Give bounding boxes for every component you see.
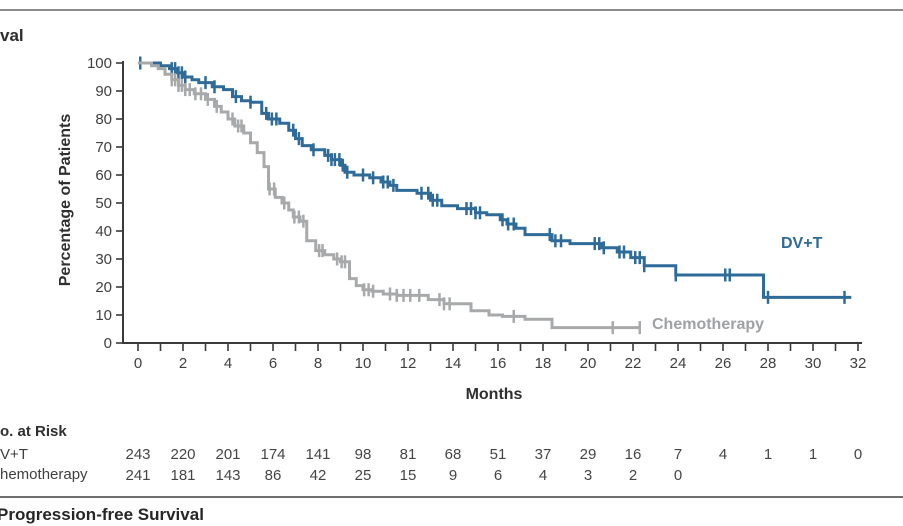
- svg-text:51: 51: [490, 446, 507, 463]
- svg-text:50: 50: [95, 195, 112, 212]
- risk-row-label-dvt: V+T: [0, 446, 28, 463]
- svg-text:14: 14: [445, 355, 462, 372]
- svg-text:25: 25: [355, 467, 372, 484]
- svg-text:20: 20: [95, 279, 112, 296]
- svg-text:16: 16: [490, 355, 507, 372]
- x-axis-label: Months: [465, 386, 523, 403]
- svg-text:3: 3: [584, 467, 592, 484]
- svg-text:4: 4: [719, 446, 727, 463]
- svg-text:143: 143: [215, 467, 240, 484]
- svg-text:24: 24: [670, 355, 687, 372]
- svg-text:37: 37: [535, 446, 552, 463]
- svg-text:174: 174: [260, 446, 285, 463]
- svg-text:68: 68: [445, 446, 462, 463]
- svg-text:30: 30: [95, 251, 112, 268]
- svg-text:1: 1: [764, 446, 772, 463]
- next-section-title-fragment: Progression-free Survival: [0, 505, 204, 524]
- svg-text:6: 6: [269, 355, 277, 372]
- series-label-dvt: DV+T: [781, 235, 823, 252]
- series-label-chemotherapy: Chemotherapy: [652, 316, 765, 333]
- svg-text:42: 42: [310, 467, 327, 484]
- svg-text:6: 6: [494, 467, 502, 484]
- svg-text:220: 220: [170, 446, 195, 463]
- svg-text:201: 201: [215, 446, 240, 463]
- svg-text:0: 0: [854, 446, 862, 463]
- svg-text:15: 15: [400, 467, 417, 484]
- svg-text:98: 98: [355, 446, 372, 463]
- risk-row-label-chemotherapy: hemotherapy: [0, 466, 88, 483]
- svg-text:1: 1: [809, 446, 817, 463]
- svg-text:181: 181: [170, 467, 195, 484]
- svg-text:70: 70: [95, 139, 112, 156]
- svg-text:40: 40: [95, 223, 112, 240]
- svg-text:2: 2: [629, 467, 637, 484]
- svg-text:30: 30: [805, 355, 822, 372]
- svg-text:80: 80: [95, 111, 112, 128]
- svg-text:0: 0: [674, 467, 682, 484]
- svg-text:12: 12: [400, 355, 417, 372]
- svg-text:16: 16: [625, 446, 642, 463]
- svg-text:100: 100: [87, 55, 112, 72]
- y-axis-label: Percentage of Patients: [57, 113, 74, 287]
- svg-text:7: 7: [674, 446, 682, 463]
- bottom-divider-rule: [0, 496, 903, 498]
- svg-text:22: 22: [625, 355, 642, 372]
- svg-text:60: 60: [95, 167, 112, 184]
- svg-text:18: 18: [535, 355, 552, 372]
- svg-text:141: 141: [305, 446, 330, 463]
- svg-text:20: 20: [580, 355, 597, 372]
- svg-text:241: 241: [125, 467, 150, 484]
- svg-text:8: 8: [314, 355, 322, 372]
- svg-text:26: 26: [715, 355, 732, 372]
- svg-text:2: 2: [179, 355, 187, 372]
- svg-text:32: 32: [850, 355, 867, 372]
- svg-text:4: 4: [539, 467, 547, 484]
- svg-text:10: 10: [95, 307, 112, 324]
- svg-text:4: 4: [224, 355, 232, 372]
- svg-text:29: 29: [580, 446, 597, 463]
- no-at-risk-header: o. at Risk: [0, 423, 67, 440]
- svg-text:10: 10: [355, 355, 372, 372]
- svg-text:0: 0: [104, 335, 112, 352]
- svg-text:243: 243: [125, 446, 150, 463]
- svg-text:90: 90: [95, 83, 112, 100]
- svg-text:28: 28: [760, 355, 777, 372]
- svg-text:9: 9: [449, 467, 457, 484]
- top-divider-rule: [0, 9, 903, 11]
- svg-text:0: 0: [134, 355, 142, 372]
- svg-text:86: 86: [265, 467, 282, 484]
- section-title-fragment: val: [0, 26, 24, 45]
- svg-text:81: 81: [400, 446, 417, 463]
